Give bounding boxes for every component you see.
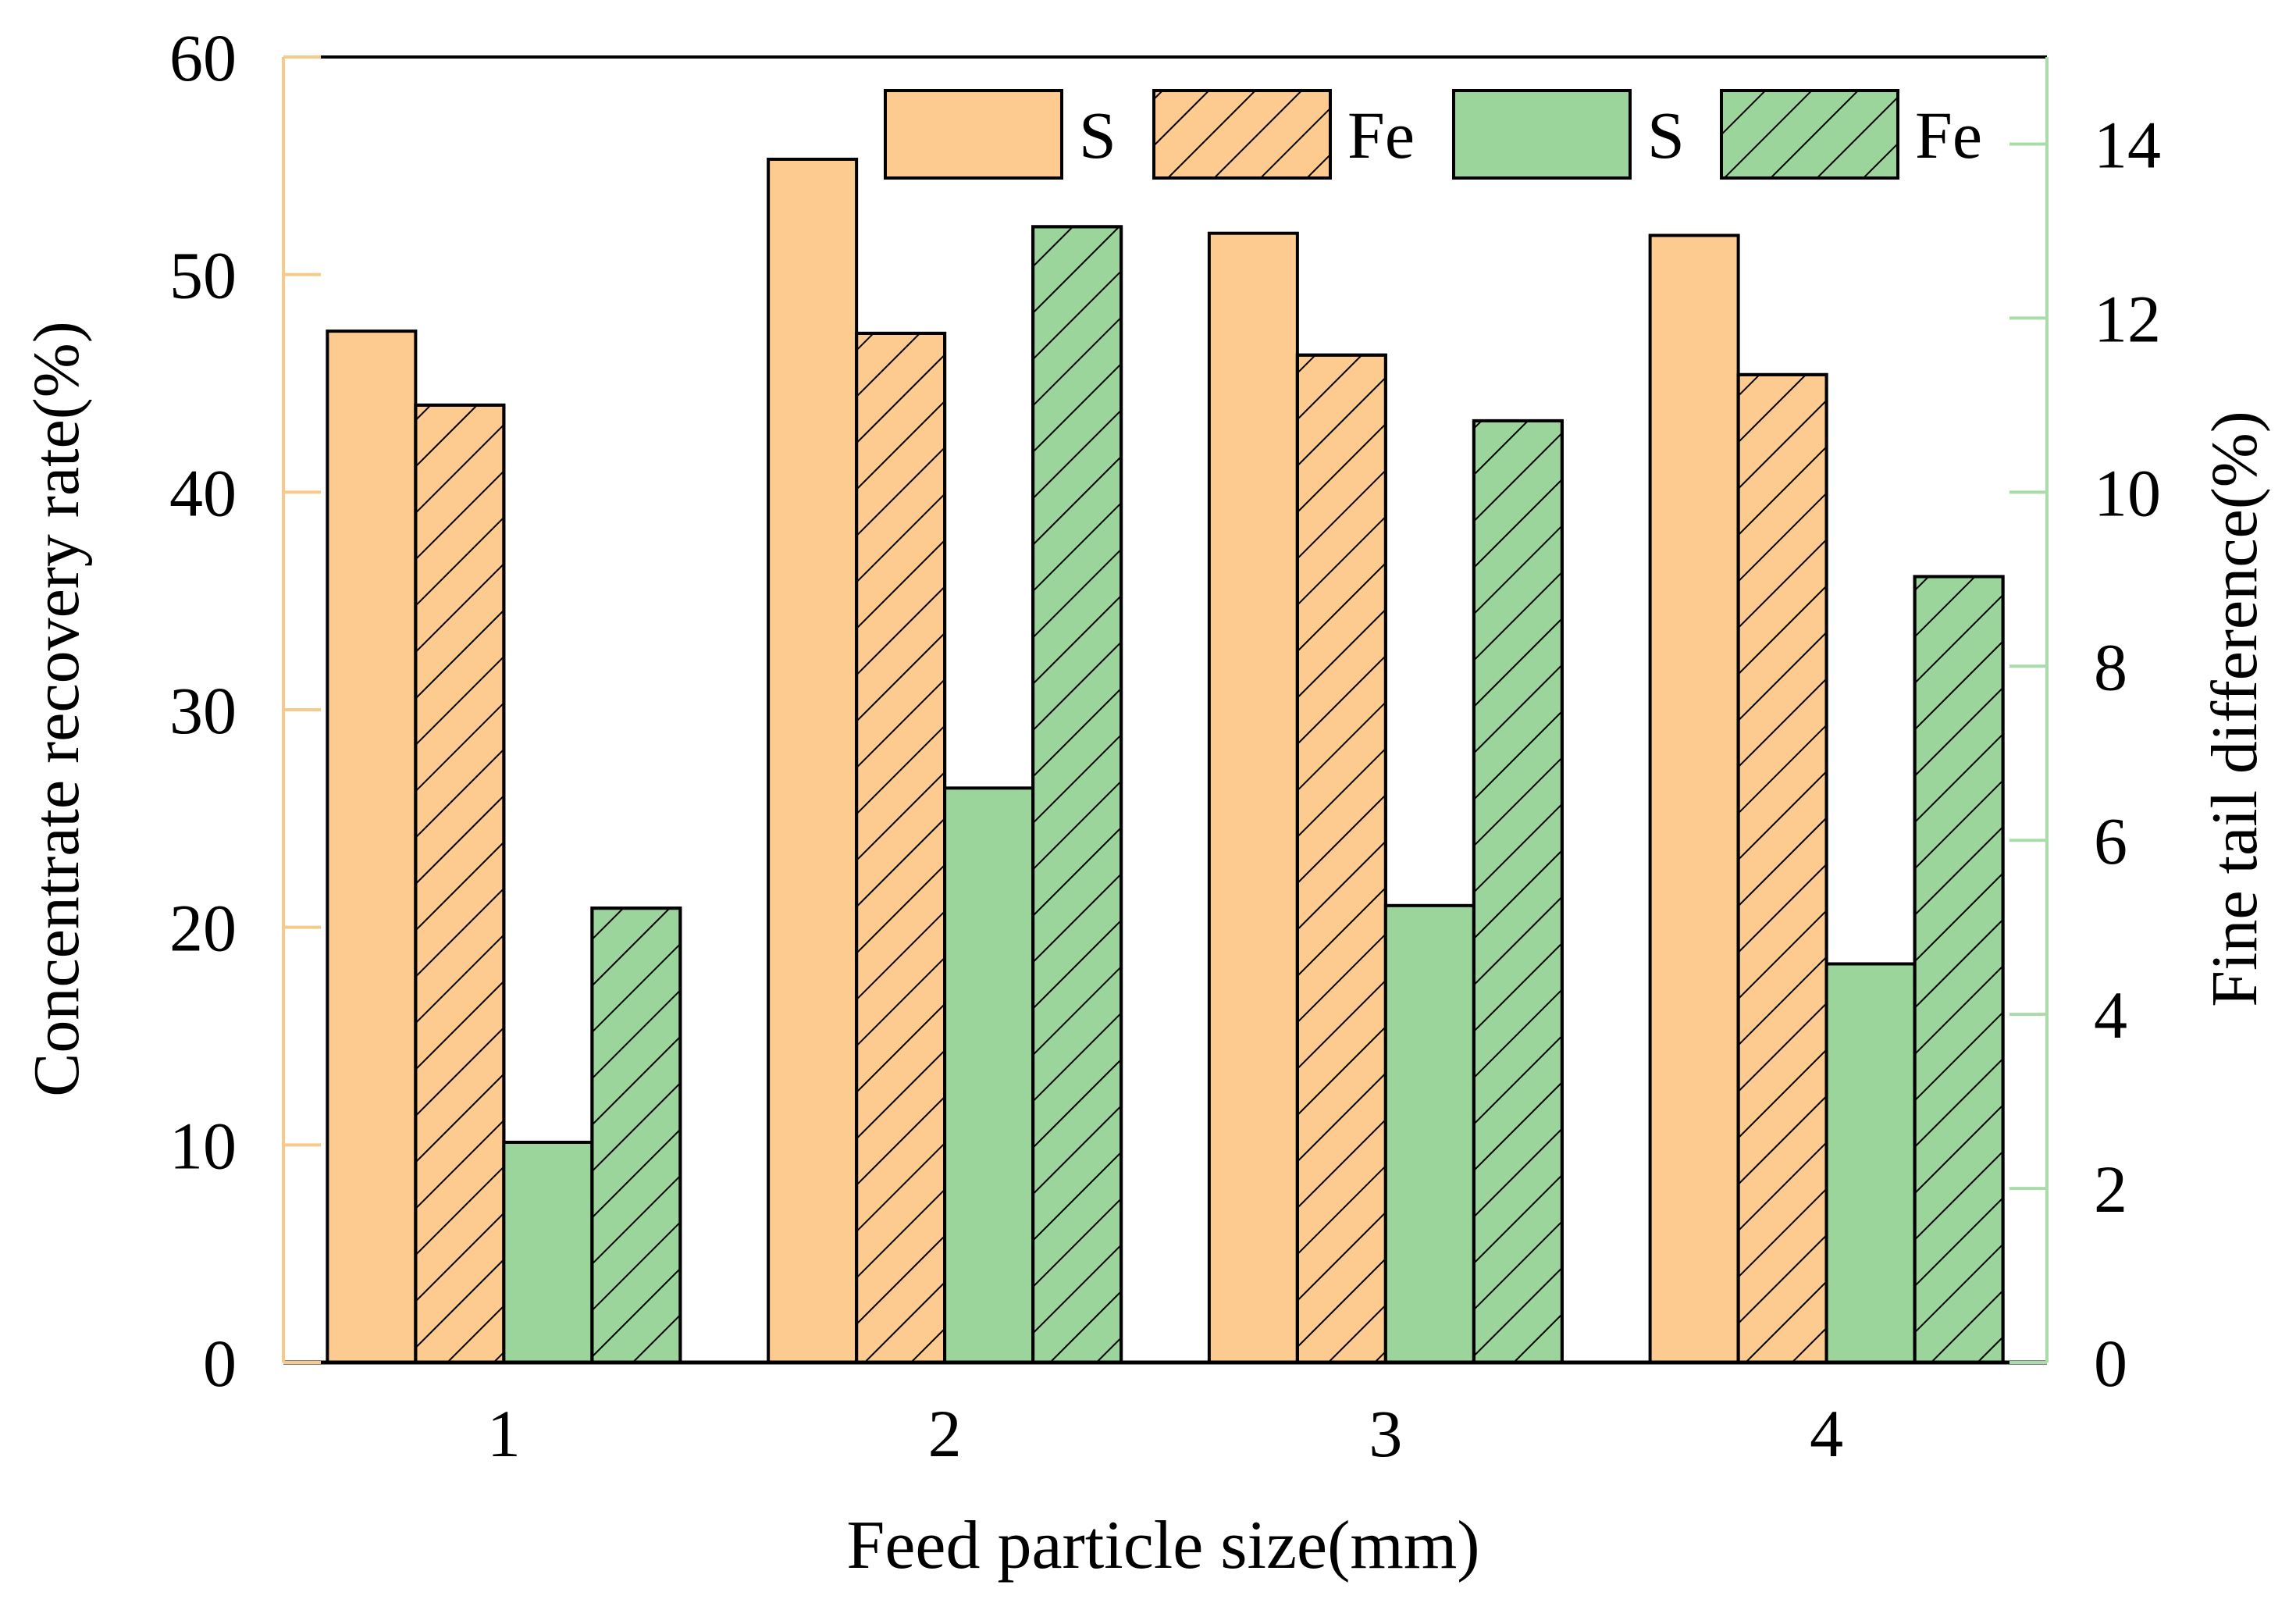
bar-tail-fe-4-hatch: [1913, 575, 2005, 1364]
bar-tail-s-1: [502, 1140, 594, 1365]
bar-recovery-s-1: [326, 329, 418, 1364]
bar-tail-s-2: [943, 786, 1035, 1364]
right-y-tick-label: 4: [2094, 978, 2127, 1053]
bar-recovery-fe-1-hatch: [414, 403, 506, 1364]
y-axis-title-right: Fine tail difference(%): [2198, 411, 2271, 1006]
legend-label-2: S: [1647, 98, 1685, 173]
bar-recovery-fe-3-hatch: [1295, 353, 1387, 1365]
left-y-tick-label: 20: [169, 891, 237, 966]
left-y-tick-label: 40: [169, 455, 237, 530]
x-tick-label: 1: [487, 1396, 521, 1471]
legend-swatch-0: [884, 89, 1063, 180]
left-y-tick-label: 0: [203, 1326, 237, 1401]
right-y-tick-label: 14: [2094, 107, 2161, 182]
legend-label-0: S: [1079, 98, 1116, 173]
bar-recovery-fe-2-hatch: [855, 331, 947, 1365]
bar-tail-fe-2-hatch: [1031, 225, 1123, 1364]
bar-recovery-fe-4-hatch: [1736, 372, 1828, 1364]
bars: [326, 157, 2005, 1365]
legend-label-3: Fe: [1915, 98, 1982, 173]
right-y-tick-label: 8: [2094, 629, 2127, 704]
left-y-tick-label: 50: [169, 238, 237, 313]
x-tick-label: 3: [1369, 1396, 1402, 1471]
bar-recovery-s-2: [767, 157, 859, 1364]
left-y-tick-label: 60: [169, 20, 237, 95]
legend-swatch-hatch-3: [1720, 89, 1899, 180]
bar-tail-s-3: [1383, 903, 1475, 1365]
bar-recovery-s-4: [1648, 233, 1740, 1364]
legend-swatch-2: [1452, 89, 1632, 180]
bar-tail-fe-3-hatch: [1472, 419, 1564, 1364]
left-y-tick-label: 10: [169, 1108, 237, 1183]
right-y-tick-label: 2: [2094, 1152, 2127, 1227]
right-y-tick-label: 6: [2094, 803, 2127, 878]
x-axis-title: Feed particle size(mm): [846, 1508, 1479, 1583]
right-y-tick-label: 10: [2094, 455, 2161, 530]
bar-tail-s-4: [1824, 962, 1917, 1364]
legend: S Fe S Fe: [884, 89, 1982, 180]
x-tick-label: 4: [1810, 1396, 1843, 1471]
legend-swatch-hatch-1: [1152, 89, 1332, 180]
x-tick-label: 2: [928, 1396, 962, 1471]
bar-tail-fe-1-hatch: [590, 907, 682, 1365]
left-y-tick-label: 30: [169, 673, 237, 748]
bar-recovery-s-3: [1207, 231, 1299, 1365]
right-y-tick-label: 0: [2094, 1326, 2127, 1401]
right-y-tick-label: 12: [2094, 281, 2161, 356]
legend-label-1: Fe: [1347, 98, 1415, 173]
y-axis-title-left: Concentrate recovery rate(%): [20, 321, 93, 1096]
